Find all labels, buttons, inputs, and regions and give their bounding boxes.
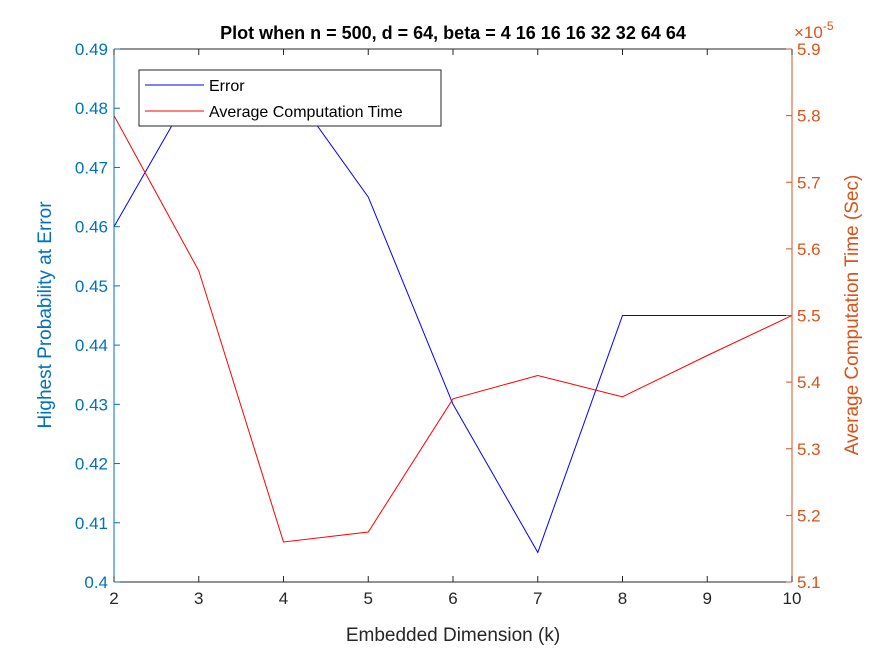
y-right-tick-label: 5.1 xyxy=(797,573,821,592)
y-axis-right-exponent: ×10-5 xyxy=(794,19,834,42)
legend-box xyxy=(138,69,442,127)
exponent-base: ×10 xyxy=(794,23,823,42)
x-tick-label: 3 xyxy=(194,589,203,608)
chart-title: Plot when n = 500, d = 64, beta = 4 16 1… xyxy=(220,23,686,43)
y-right-tick-label: 5.7 xyxy=(797,173,821,192)
y-right-tick-label: 5.5 xyxy=(797,307,821,326)
legend-label-computation-time: Average Computation Time xyxy=(209,104,403,121)
y-left-tick-label: 0.41 xyxy=(75,514,108,533)
y-right-tick-label: 5.3 xyxy=(797,440,821,459)
x-tick-label: 4 xyxy=(279,589,288,608)
x-tick-label: 5 xyxy=(364,589,373,608)
y-right-tick-label: 5.2 xyxy=(797,506,821,525)
y-left-tick-label: 0.49 xyxy=(75,40,108,59)
legend-label-error: Error xyxy=(209,78,245,95)
x-tick-label: 8 xyxy=(618,589,627,608)
y-right-tick-label: 5.9 xyxy=(797,40,821,59)
y-left-tick-label: 0.44 xyxy=(75,336,108,355)
y-left-tick-label: 0.46 xyxy=(75,218,108,237)
y-right-tick-label: 5.8 xyxy=(797,107,821,126)
y-left-tick-label: 0.43 xyxy=(75,395,108,414)
y-right-tick-label: 5.6 xyxy=(797,240,821,259)
y-left-tick-label: 0.45 xyxy=(75,277,108,296)
x-tick-label: 9 xyxy=(703,589,712,608)
y-left-tick-label: 0.48 xyxy=(75,99,108,118)
x-tick-label: 10 xyxy=(783,589,802,608)
y-left-tick-label: 0.42 xyxy=(75,455,108,474)
y-right-tick-label: 5.4 xyxy=(797,373,821,392)
x-tick-label: 2 xyxy=(109,589,118,608)
y-axis-left-label: Highest Probability at Error xyxy=(35,201,56,429)
x-tick-label: 6 xyxy=(448,589,457,608)
x-axis-label: Embedded Dimension (k) xyxy=(346,625,560,646)
y-left-tick-label: 0.47 xyxy=(75,158,108,177)
legend: Error Average Computation Time xyxy=(138,69,442,127)
y-axis-right-label: Average Computation Time (Sec) xyxy=(842,175,863,456)
exponent-power: -5 xyxy=(823,19,834,33)
x-tick-label: 7 xyxy=(533,589,542,608)
y-left-tick-label: 0.4 xyxy=(84,573,108,592)
